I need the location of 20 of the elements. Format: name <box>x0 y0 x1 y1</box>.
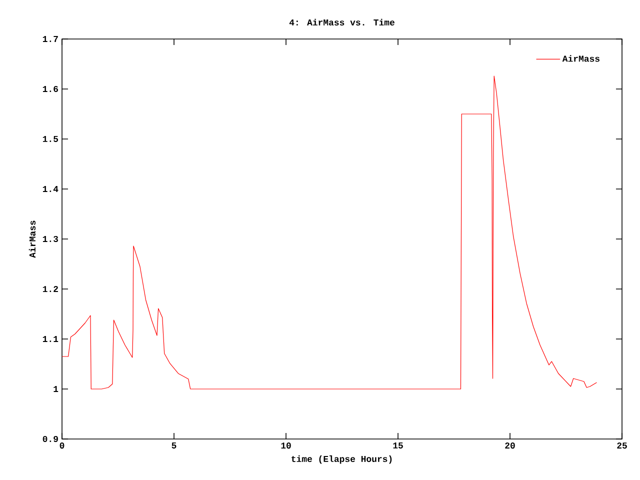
y-tick-label: 0.9 <box>42 436 58 442</box>
y-tick-label: 1.5 <box>42 136 58 142</box>
y-tick-label: 1.3 <box>42 236 58 242</box>
x-tick-label: 15 <box>393 442 403 449</box>
y-tick-label: 1.1 <box>42 336 58 342</box>
x-tick-label: 5 <box>172 442 176 449</box>
x-tick-label: 10 <box>281 442 291 449</box>
y-tick-label: 1.4 <box>42 186 58 192</box>
x-tick-label: 25 <box>617 442 627 449</box>
y-tick-label: 1.2 <box>42 286 58 292</box>
y-tick-label: 1 <box>54 386 58 392</box>
y-axis-title: AirMass <box>28 220 36 258</box>
chart-title: 4: AirMass vs. Time <box>289 18 394 26</box>
y-tick-label: 1.6 <box>42 86 58 92</box>
line-series <box>62 76 597 390</box>
x-axis-title: time (Elapse Hours) <box>292 455 392 464</box>
x-tick-label: 0 <box>60 442 64 449</box>
x-tick-label: 20 <box>505 442 515 449</box>
legend-label: AirMass <box>562 55 600 62</box>
y-tick-label: 1.7 <box>42 36 58 42</box>
